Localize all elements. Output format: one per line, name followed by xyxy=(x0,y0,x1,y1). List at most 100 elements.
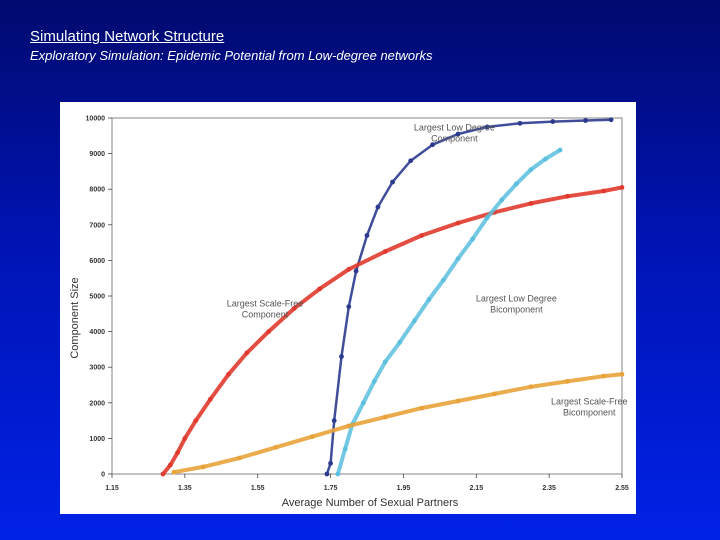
y-tick-label: 0 xyxy=(101,472,105,479)
data-point xyxy=(397,339,403,345)
annotation-line: Bicomponent xyxy=(563,408,616,418)
data-point xyxy=(346,304,352,310)
data-point xyxy=(455,256,461,262)
annotation-line: Bicomponent xyxy=(490,304,543,314)
data-point xyxy=(360,400,366,406)
data-point xyxy=(601,373,607,379)
data-point xyxy=(455,220,461,226)
x-tick-label: 1.95 xyxy=(397,485,411,492)
chart-series-layer xyxy=(160,117,625,477)
data-point xyxy=(564,379,570,384)
data-point xyxy=(309,434,315,440)
slide-title: Simulating Network Structure xyxy=(30,28,225,45)
data-point xyxy=(375,204,381,210)
data-point xyxy=(328,460,333,466)
chart-axes: 1.15 1.35 1.55 1.75 1.95 2.15 2.35 2.55 0 1000 200… xyxy=(86,116,629,493)
data-point xyxy=(426,297,432,302)
x-tick-label: 1.15 xyxy=(105,485,119,492)
data-point xyxy=(499,197,505,203)
data-point xyxy=(339,354,344,359)
series-line xyxy=(161,185,624,476)
data-point xyxy=(193,418,199,423)
annotation-line: Largest Scale-Free xyxy=(551,397,628,407)
x-tick-label: 1.35 xyxy=(178,485,192,492)
data-point xyxy=(226,371,231,377)
data-point xyxy=(408,158,414,164)
y-tick-label: 6000 xyxy=(89,258,105,265)
data-point xyxy=(182,436,188,441)
annotation-line: Largest Low Degree xyxy=(414,122,495,132)
data-point xyxy=(353,268,359,274)
x-tick-label: 2.15 xyxy=(469,485,483,492)
data-point xyxy=(419,405,425,411)
data-point xyxy=(200,464,206,470)
data-point xyxy=(583,118,588,123)
data-point xyxy=(167,462,173,468)
data-point xyxy=(419,233,425,238)
data-point xyxy=(207,396,213,402)
data-point xyxy=(484,215,490,221)
data-point xyxy=(171,469,177,475)
data-point xyxy=(346,423,352,429)
data-point xyxy=(160,471,166,477)
x-tick-label: 2.55 xyxy=(615,485,629,492)
data-point xyxy=(317,286,323,292)
data-point xyxy=(455,398,461,404)
data-point xyxy=(266,329,272,334)
data-point xyxy=(619,185,625,190)
data-point xyxy=(244,350,250,356)
data-point xyxy=(371,379,377,384)
y-axis-title: Component Size xyxy=(69,277,81,358)
y-tick-label: 9000 xyxy=(89,151,105,158)
data-point xyxy=(390,179,395,185)
x-tick-label: 2.35 xyxy=(542,485,556,492)
data-point xyxy=(550,119,556,124)
data-point xyxy=(430,142,435,148)
data-point xyxy=(557,147,563,153)
slide-subtitle: Exploratory Simulation: Epidemic Potenti… xyxy=(30,48,433,63)
data-point xyxy=(273,444,279,450)
series-annotation: Largest Low Degree Bicomponent xyxy=(476,293,557,314)
data-point xyxy=(441,277,446,283)
series-line xyxy=(171,372,624,475)
x-tick-label: 1.55 xyxy=(251,485,265,492)
data-point xyxy=(324,471,330,477)
data-point xyxy=(513,181,519,187)
data-point xyxy=(484,124,490,130)
data-point xyxy=(364,233,370,238)
data-point xyxy=(528,384,534,390)
chart-panel: 1.15 1.35 1.55 1.75 1.95 2.15 2.35 2.55 0 1000 200… xyxy=(60,102,636,514)
annotation-line: Component xyxy=(242,310,289,320)
data-point xyxy=(517,120,523,126)
data-point xyxy=(492,391,497,397)
y-tick-label: 4000 xyxy=(89,329,105,336)
data-point xyxy=(470,236,476,242)
data-point xyxy=(237,455,242,461)
data-point xyxy=(175,450,180,456)
y-tick-label: 3000 xyxy=(89,365,105,372)
series-largest-low-degree-bicomponent xyxy=(335,147,563,477)
y-tick-label: 10000 xyxy=(86,116,106,123)
data-point xyxy=(335,471,341,477)
y-tick-label: 5000 xyxy=(89,294,105,301)
data-point xyxy=(411,318,417,324)
y-tick-label: 2000 xyxy=(89,400,105,407)
data-point xyxy=(543,156,548,162)
series-largest-low-degree-component xyxy=(324,117,614,477)
series-largest-scale-free-component xyxy=(160,185,625,477)
annotation-line: Largest Low Degree xyxy=(476,293,557,303)
series-annotation: Largest Scale-Free Bicomponent xyxy=(551,397,628,418)
data-point xyxy=(382,414,388,420)
data-point xyxy=(346,266,352,272)
x-tick-label: 1.75 xyxy=(324,485,338,492)
data-point xyxy=(331,418,337,423)
data-point xyxy=(619,371,625,377)
data-point xyxy=(564,193,570,199)
data-point xyxy=(291,306,297,311)
series-annotation: Largest Low Degree Component xyxy=(414,122,495,143)
data-point xyxy=(608,117,614,123)
data-point xyxy=(528,167,534,173)
component-size-chart: 1.15 1.35 1.55 1.75 1.95 2.15 2.35 2.55 0 1000 200… xyxy=(69,116,629,510)
y-tick-label: 1000 xyxy=(89,436,105,443)
